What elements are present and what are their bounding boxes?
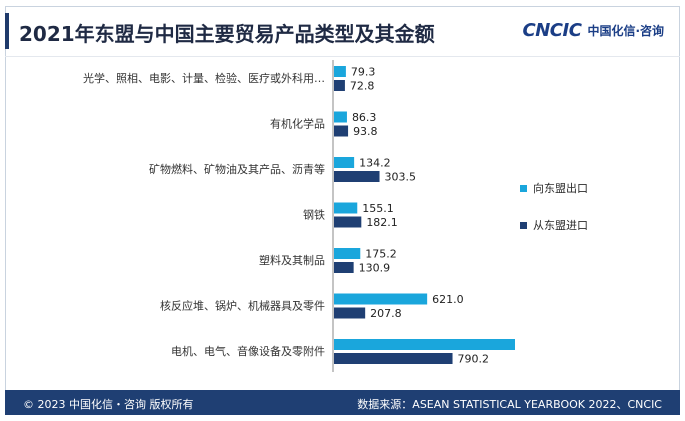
bar-value-label: 155.1	[362, 202, 394, 215]
bar-export	[334, 293, 428, 305]
legend-label-export: 向东盟出口	[533, 182, 588, 195]
bar-value-label: 790.2	[458, 353, 490, 366]
logo-mark: CNCIC	[522, 20, 582, 41]
bar-value-label: 86.3	[352, 111, 377, 124]
bar-export	[334, 66, 346, 77]
bar-export	[334, 202, 358, 214]
category-label: 有机化学品	[270, 117, 325, 131]
category-label: 钢铁	[303, 209, 325, 222]
legend-item-export: 向东盟出口	[520, 180, 588, 196]
bar-export	[334, 248, 361, 259]
bar-value-label: 303.5	[385, 171, 417, 184]
legend-label-import: 从东盟进口	[533, 219, 588, 232]
category-label: 电机、电气、音像设备及零附件	[171, 344, 325, 358]
bar-export	[334, 339, 515, 350]
bar-import	[334, 80, 345, 91]
title-accent-bar	[5, 13, 9, 49]
copyright-text: © 2023 中国化信・咨询 版权所有	[23, 398, 194, 411]
bar-import	[334, 262, 354, 273]
page-title: 2021年东盟与中国主要贸易产品类型及其金额	[19, 22, 435, 46]
footer-bar: © 2023 中国化信・咨询 版权所有 数据来源：ASEAN STATISTIC…	[5, 390, 680, 415]
category-label: 核反应堆、锅炉、机械器具及零件	[160, 299, 325, 313]
bar-value-label: 182.1	[366, 216, 398, 229]
legend-item-import: 从东盟进口	[520, 217, 588, 233]
header: 2021年东盟与中国主要贸易产品类型及其金额 CNCIC 中国化信·咨询	[5, 6, 680, 56]
legend-swatch-export	[520, 184, 527, 192]
bar-import	[334, 353, 453, 364]
bar-value-label: 621.0	[432, 293, 464, 306]
bar-value-label: 175.2	[365, 248, 397, 261]
bar-value-label: 79.3	[351, 66, 376, 79]
bar-import	[334, 125, 349, 137]
bar-value-label: 207.8	[370, 307, 402, 320]
bar-value-label: 134.2	[359, 157, 391, 170]
category-label: 塑料及其制品	[259, 253, 325, 267]
bar-value-label: 72.8	[350, 80, 375, 93]
logo-subtitle: 中国化信·咨询	[587, 24, 664, 38]
bar-import	[334, 307, 366, 319]
data-source-text: 数据来源：ASEAN STATISTICAL YEARBOOK 2022、CNC…	[357, 398, 662, 411]
bar-chart: 光学、照相、电影、计量、检验、医疗或外科用… 79.372.8 有机化学品 86.39…	[83, 60, 515, 372]
bar-value-label: 93.8	[353, 125, 378, 138]
bar-import	[334, 216, 362, 228]
bar-export	[334, 111, 347, 123]
bar-import	[334, 171, 380, 182]
category-label: 光学、照相、电影、计量、检验、医疗或外科用…	[83, 71, 325, 85]
legend: 向东盟出口 从东盟进口	[520, 180, 588, 254]
bar-value-label: 130.9	[359, 262, 391, 275]
brand-logo: CNCIC 中国化信·咨询	[523, 20, 664, 41]
bar-export	[334, 157, 355, 168]
header-divider	[5, 56, 680, 57]
legend-swatch-import	[520, 221, 527, 229]
category-label: 矿物燃料、矿物油及其产品、沥青等	[149, 162, 325, 176]
